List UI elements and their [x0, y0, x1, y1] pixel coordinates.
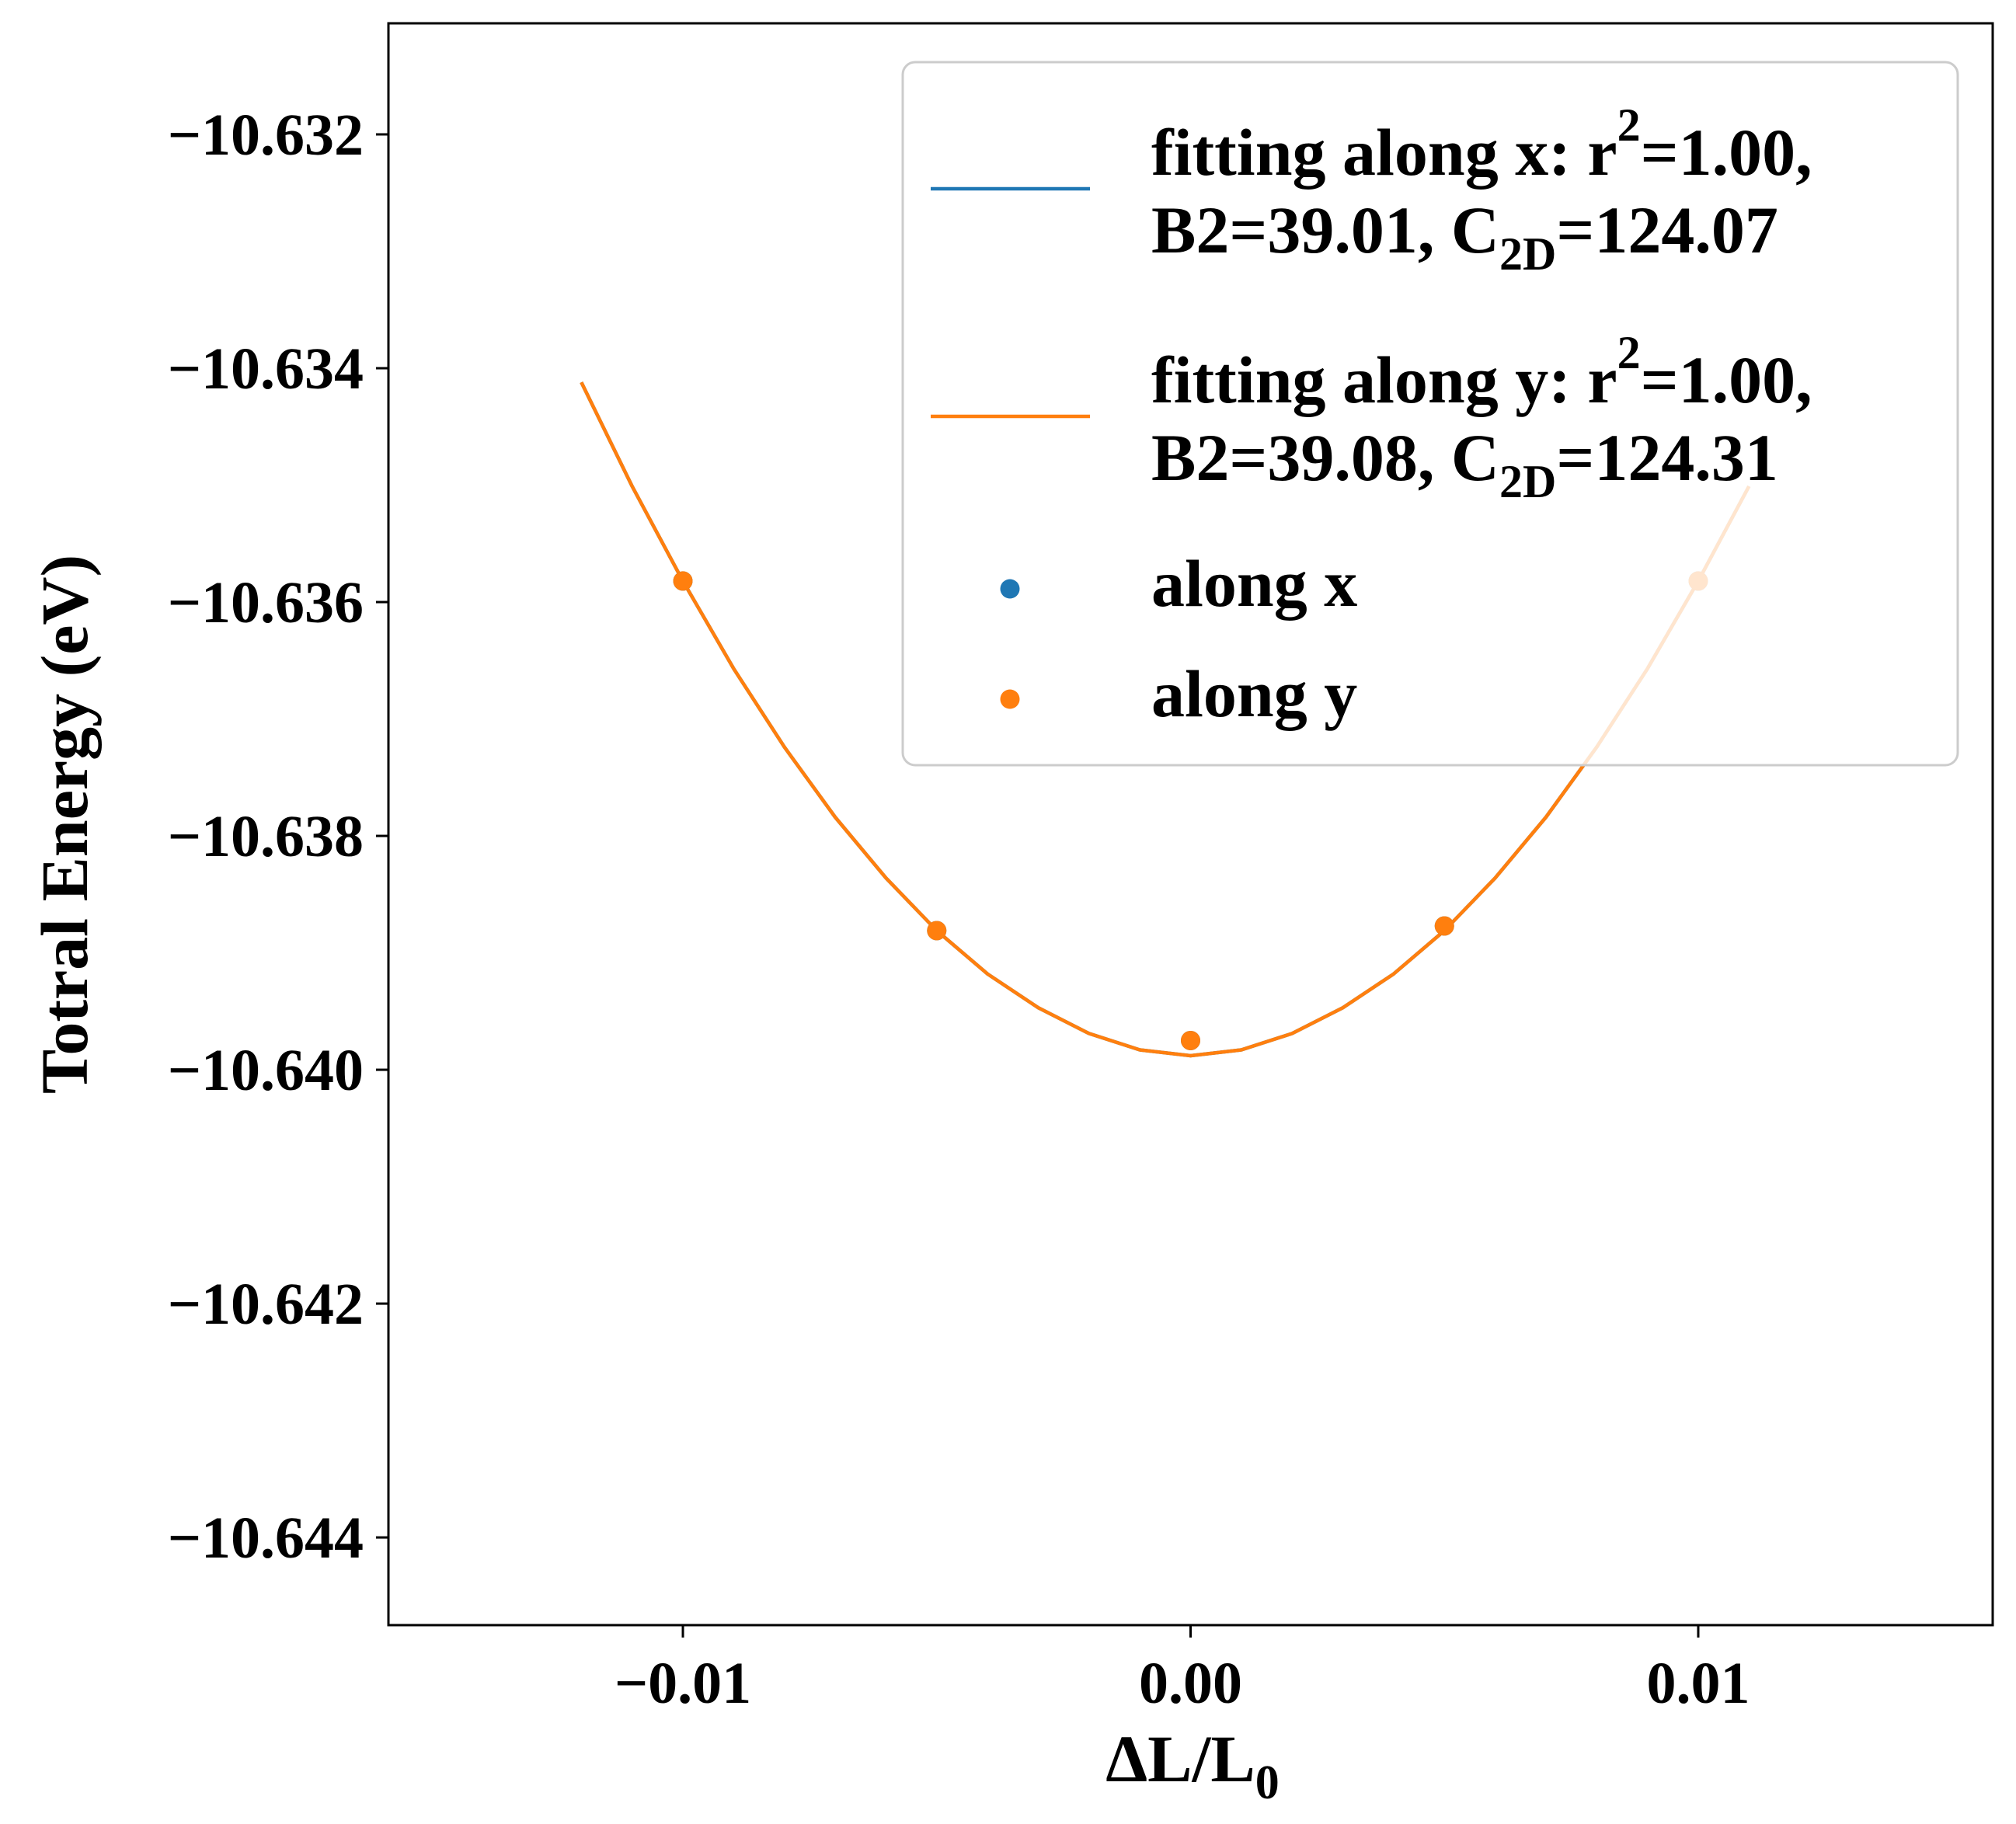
y-tick-label: −10.642 — [168, 1272, 364, 1337]
legend-label-segment: 2D — [1499, 456, 1556, 507]
legend-frame — [901, 61, 1959, 767]
y-tick-label: −10.632 — [168, 103, 364, 168]
legend-label-segment: B2=39.08, C — [1151, 420, 1499, 495]
y-tick-label: −10.644 — [168, 1505, 364, 1571]
legend-label-line: along x — [1151, 546, 1357, 621]
legend-label-segment: =124.31 — [1556, 420, 1778, 495]
legend-marker-sample — [1000, 579, 1020, 599]
legend-marker-sample — [1000, 689, 1020, 709]
y-tick-label: −10.634 — [168, 336, 364, 402]
legend-label-segment: =1.00, — [1641, 343, 1812, 417]
legend-label-line: B2=39.08, C2D=124.31 — [1151, 420, 1778, 507]
x-axis-label: ΔL/L0 — [1105, 1721, 1280, 1809]
data-point-series-3 — [1434, 916, 1454, 936]
x-axis-ticks: −0.01 0.00 0.01 — [615, 1625, 1750, 1716]
y-axis-ticks: −10.632 −10.634 −10.636 −10.638 −10.640 −10.6… — [168, 103, 388, 1571]
legend-label-line: fitting along y: r2=1.00, — [1151, 327, 1812, 417]
legend-label-segment: =1.00, — [1641, 115, 1812, 190]
legend-label-line: along y — [1151, 656, 1357, 731]
data-point-series-3 — [1181, 1030, 1200, 1050]
legend-label-segment: along x — [1151, 546, 1357, 621]
y-axis-label: Totral Energy (eV) — [27, 555, 102, 1094]
legend: fitting along x: r2=1.00,B2=39.01, C2D=1… — [901, 61, 1959, 767]
legend-label-segment: =124.07 — [1556, 193, 1778, 267]
data-point-series-3 — [673, 571, 693, 591]
y-tick-label: −10.636 — [168, 570, 364, 635]
series-line-1 — [580, 381, 1751, 1058]
x-tick-label: 0.01 — [1646, 1651, 1750, 1716]
legend-label-segment: 2 — [1617, 99, 1641, 151]
y-tick-label: −10.640 — [168, 1038, 364, 1103]
legend-label-segment: fitting along y: r — [1151, 343, 1617, 417]
x-tick-label: 0.00 — [1139, 1651, 1242, 1716]
legend-label-line: fitting along x: r2=1.00, — [1151, 99, 1812, 190]
legend-label-segment: 2D — [1499, 228, 1556, 280]
y-tick-label: −10.638 — [168, 804, 364, 869]
legend-label-segment: fitting along x: r — [1151, 115, 1617, 190]
data-point-series-3 — [927, 921, 947, 941]
legend-label-segment: 2 — [1617, 327, 1641, 378]
legend-label-line: B2=39.01, C2D=124.07 — [1151, 193, 1778, 280]
x-tick-label: −0.01 — [615, 1651, 751, 1716]
legend-label-segment: along y — [1151, 656, 1357, 731]
legend-label-segment: B2=39.01, C — [1151, 193, 1499, 267]
